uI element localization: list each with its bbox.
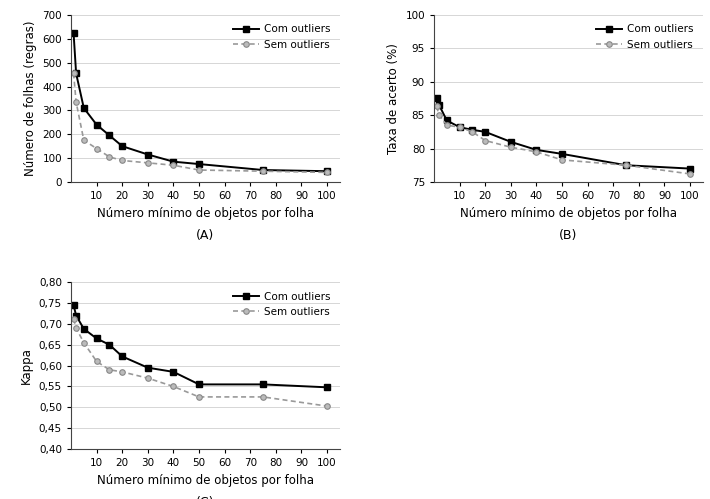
Sem outliers: [435, 112, 443, 118]
Sem outliers: [195, 394, 203, 400]
Text: (B): (B): [559, 229, 578, 242]
Com outliers: [70, 302, 78, 308]
Legend: Com outliers, Sem outliers: Com outliers, Sem outliers: [591, 20, 698, 54]
Com outliers: [195, 161, 203, 167]
Sem outliers: [506, 144, 515, 150]
Sem outliers: [105, 367, 114, 373]
Com outliers: [80, 105, 88, 111]
Com outliers: [92, 335, 101, 341]
Sem outliers: [455, 124, 464, 130]
Com outliers: [105, 132, 114, 138]
Com outliers: [686, 166, 694, 172]
Sem outliers: [72, 99, 80, 105]
Com outliers: [259, 381, 268, 387]
X-axis label: Número mínimo de objetos por folha: Número mínimo de objetos por folha: [97, 207, 314, 220]
Com outliers: [72, 312, 80, 318]
Com outliers: [506, 139, 515, 145]
Sem outliers: [143, 375, 152, 381]
Sem outliers: [468, 129, 476, 135]
Y-axis label: Número de folhas (regras): Número de folhas (regras): [24, 20, 37, 176]
Com outliers: [169, 159, 178, 165]
Sem outliers: [80, 340, 88, 346]
Com outliers: [532, 147, 541, 153]
Com outliers: [455, 124, 464, 130]
Sem outliers: [169, 162, 178, 168]
Com outliers: [169, 369, 178, 375]
Sem outliers: [92, 146, 101, 152]
Com outliers: [143, 152, 152, 158]
Com outliers: [259, 167, 268, 173]
Sem outliers: [323, 403, 332, 409]
Com outliers: [80, 326, 88, 332]
Sem outliers: [532, 149, 541, 155]
Com outliers: [622, 162, 630, 168]
Sem outliers: [70, 70, 78, 76]
Line: Sem outliers: Sem outliers: [71, 71, 330, 175]
Line: Com outliers: Com outliers: [70, 30, 330, 174]
Sem outliers: [442, 122, 451, 128]
Y-axis label: Kappa: Kappa: [21, 347, 33, 384]
Com outliers: [70, 30, 78, 36]
Legend: Com outliers, Sem outliers: Com outliers, Sem outliers: [229, 20, 334, 54]
Y-axis label: Taxa de acerto (%): Taxa de acerto (%): [387, 43, 400, 154]
Legend: Com outliers, Sem outliers: Com outliers, Sem outliers: [229, 287, 334, 321]
Text: (C): (C): [196, 496, 214, 499]
Com outliers: [143, 365, 152, 371]
Sem outliers: [105, 154, 114, 160]
Com outliers: [72, 70, 80, 76]
Line: Sem outliers: Sem outliers: [71, 316, 330, 409]
Com outliers: [558, 151, 567, 157]
Com outliers: [468, 127, 476, 133]
Com outliers: [481, 129, 489, 135]
X-axis label: Número mínimo de objetos por folha: Número mínimo de objetos por folha: [460, 207, 677, 220]
Sem outliers: [558, 157, 567, 163]
Sem outliers: [686, 171, 694, 177]
Sem outliers: [259, 168, 268, 174]
X-axis label: Número mínimo de objetos por folha: Número mínimo de objetos por folha: [97, 474, 314, 487]
Sem outliers: [118, 369, 126, 375]
Com outliers: [118, 143, 126, 149]
Text: (A): (A): [197, 229, 214, 242]
Sem outliers: [169, 384, 178, 390]
Com outliers: [435, 102, 443, 108]
Sem outliers: [481, 138, 489, 144]
Sem outliers: [70, 316, 78, 322]
Com outliers: [92, 122, 101, 128]
Com outliers: [442, 117, 451, 123]
Com outliers: [323, 384, 332, 390]
Com outliers: [323, 168, 332, 174]
Sem outliers: [80, 137, 88, 143]
Com outliers: [432, 95, 441, 101]
Line: Com outliers: Com outliers: [433, 95, 693, 172]
Line: Sem outliers: Sem outliers: [434, 104, 693, 177]
Com outliers: [195, 381, 203, 387]
Sem outliers: [143, 160, 152, 166]
Sem outliers: [92, 358, 101, 364]
Com outliers: [118, 353, 126, 359]
Com outliers: [105, 342, 114, 348]
Sem outliers: [72, 325, 80, 331]
Sem outliers: [622, 162, 630, 168]
Sem outliers: [432, 103, 441, 109]
Sem outliers: [195, 167, 203, 173]
Sem outliers: [323, 169, 332, 175]
Sem outliers: [259, 394, 268, 400]
Sem outliers: [118, 158, 126, 164]
Line: Com outliers: Com outliers: [70, 302, 330, 390]
